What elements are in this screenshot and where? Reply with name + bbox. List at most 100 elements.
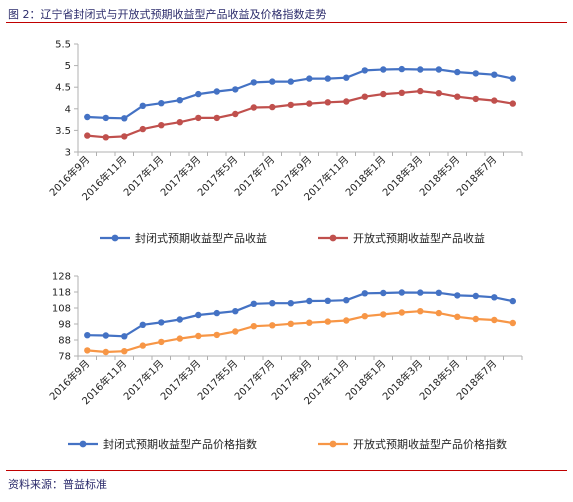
data-point bbox=[121, 333, 128, 340]
data-point bbox=[195, 332, 202, 340]
data-point bbox=[361, 313, 368, 320]
data-point bbox=[176, 335, 183, 342]
data-point bbox=[121, 348, 128, 355]
data-point bbox=[472, 95, 479, 103]
data-point bbox=[213, 309, 220, 317]
y-tick-label: 78 bbox=[58, 352, 71, 363]
data-point bbox=[454, 313, 461, 320]
figure-title: 图 2：辽宁省封闭式与开放式预期收益型产品收益及价格指数走势 bbox=[8, 8, 327, 21]
data-point bbox=[232, 308, 239, 315]
data-point bbox=[232, 328, 239, 335]
data-point bbox=[380, 90, 387, 98]
series-1 bbox=[84, 65, 516, 122]
data-point bbox=[509, 100, 516, 107]
data-point bbox=[472, 70, 479, 77]
data-point bbox=[435, 289, 442, 296]
data-point bbox=[139, 321, 146, 328]
data-point bbox=[102, 114, 110, 122]
data-point bbox=[139, 125, 146, 133]
data-point bbox=[398, 289, 405, 296]
data-point bbox=[380, 66, 387, 73]
legend-marker bbox=[111, 234, 119, 242]
y-tick-label: 128 bbox=[52, 272, 71, 283]
data-point bbox=[176, 97, 183, 104]
y-tick-label: 4.5 bbox=[55, 83, 71, 94]
data-point bbox=[287, 300, 294, 307]
series-line bbox=[87, 89, 513, 139]
data-point bbox=[343, 74, 350, 81]
data-point bbox=[232, 110, 239, 118]
data-point bbox=[380, 311, 387, 318]
data-point bbox=[417, 308, 424, 315]
data-point bbox=[324, 75, 331, 82]
series-line bbox=[87, 67, 514, 120]
y-tick-label: 3.5 bbox=[55, 126, 71, 137]
data-point bbox=[435, 90, 442, 97]
x-tick-label: 2018年7月 bbox=[454, 153, 500, 199]
data-point bbox=[491, 97, 498, 104]
data-point bbox=[380, 289, 387, 297]
data-point bbox=[213, 331, 220, 339]
data-point bbox=[250, 323, 257, 330]
data-point bbox=[158, 338, 165, 346]
data-point bbox=[398, 309, 405, 316]
data-point bbox=[269, 322, 276, 329]
data-point bbox=[398, 65, 405, 73]
source-note: 资料来源：普益标准 bbox=[8, 478, 107, 491]
data-point bbox=[269, 300, 276, 307]
data-point bbox=[139, 342, 146, 349]
data-point bbox=[361, 290, 368, 297]
data-point bbox=[102, 134, 110, 141]
data-point bbox=[84, 347, 91, 354]
y-tick-label: 4 bbox=[65, 104, 71, 115]
series-2 bbox=[84, 87, 516, 141]
data-point bbox=[491, 294, 498, 301]
data-point bbox=[491, 71, 498, 78]
data-point bbox=[454, 93, 461, 100]
series-line bbox=[87, 310, 513, 354]
y-tick-label: 118 bbox=[52, 288, 71, 299]
data-point bbox=[84, 113, 91, 121]
data-point bbox=[139, 102, 146, 110]
legend-marker bbox=[329, 234, 337, 242]
data-point bbox=[417, 87, 424, 95]
data-point bbox=[324, 297, 331, 304]
data-point bbox=[491, 316, 498, 324]
data-point bbox=[176, 316, 183, 323]
data-point bbox=[472, 292, 479, 300]
legend-label: 封闭式预期收益型产品收益 bbox=[135, 231, 267, 245]
bottom-rule bbox=[6, 470, 567, 471]
data-point bbox=[250, 104, 257, 111]
data-point bbox=[306, 100, 313, 107]
data-point bbox=[84, 332, 91, 339]
chart-1: 33.544.555.52016年9月2016年11月2017年1月2017年3… bbox=[47, 40, 523, 245]
legend-entry-2: 开放式预期收益型产品收益 bbox=[318, 231, 485, 245]
data-point bbox=[158, 319, 165, 326]
data-point bbox=[121, 133, 128, 140]
data-point bbox=[454, 292, 461, 299]
data-point bbox=[250, 79, 257, 86]
data-point bbox=[269, 78, 276, 85]
legend-label: 开放式预期收益型产品价格指数 bbox=[353, 437, 507, 451]
data-point bbox=[361, 67, 368, 74]
y-tick-label: 98 bbox=[58, 320, 71, 331]
legend-entry-2: 开放式预期收益型产品价格指数 bbox=[318, 437, 507, 451]
legend-marker bbox=[329, 440, 337, 448]
data-point bbox=[102, 332, 110, 339]
y-tick-label: 88 bbox=[58, 336, 71, 347]
series-2 bbox=[84, 308, 516, 356]
data-point bbox=[176, 119, 183, 126]
data-point bbox=[435, 66, 442, 73]
data-point bbox=[454, 68, 461, 76]
data-point bbox=[158, 100, 165, 107]
x-tick-label: 2018年7月 bbox=[454, 357, 500, 403]
data-point bbox=[509, 319, 516, 327]
data-point bbox=[417, 66, 424, 73]
data-point bbox=[472, 315, 479, 323]
legend-label: 封闭式预期收益型产品价格指数 bbox=[103, 437, 257, 451]
legend-entry-1: 封闭式预期收益型产品收益 bbox=[100, 231, 267, 245]
data-point bbox=[84, 132, 91, 139]
data-point bbox=[195, 90, 202, 98]
data-point bbox=[195, 311, 202, 319]
y-tick-label: 5.5 bbox=[55, 40, 71, 51]
